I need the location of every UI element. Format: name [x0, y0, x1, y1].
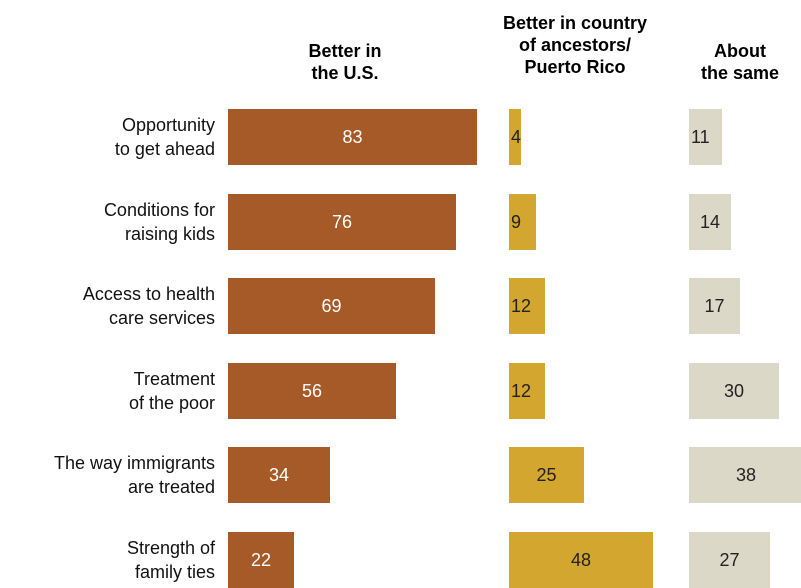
row-label: Conditions for raising kids — [103, 200, 215, 244]
bar-value-ancestral: 12 — [511, 296, 532, 316]
bar-same — [689, 278, 740, 334]
bar-ancestral — [509, 278, 545, 334]
bar-value-ancestral: 12 — [511, 381, 532, 401]
row-label: Treatment of the poor — [128, 369, 215, 413]
bar-same — [689, 447, 801, 503]
bar-value-us: 76 — [331, 212, 353, 232]
bar-value-same: 11 — [691, 127, 710, 147]
bar-value-ancestral: 48 — [570, 550, 592, 570]
bar-ancestral — [509, 447, 584, 503]
bar-value-same: 38 — [735, 465, 757, 485]
bar-value-ancestral: 25 — [536, 465, 557, 485]
bar-value-ancestral: 9 — [511, 212, 522, 232]
header-about-the-same: About the same — [700, 41, 780, 83]
bar-us — [228, 278, 435, 334]
row-label: Opportunity to get ahead — [114, 115, 215, 159]
bar-value-same: 30 — [723, 381, 745, 401]
bar-value-us: 69 — [321, 296, 342, 316]
bar-ancestral — [509, 194, 536, 250]
bar-value-same: 27 — [719, 550, 740, 570]
bar-value-same: 14 — [699, 212, 721, 232]
bar-value-same: 17 — [704, 296, 725, 316]
header-better-in-ancestral-country: Better in country of ancestors/ Puerto R… — [502, 13, 648, 77]
row-label: The way immigrants are treated — [53, 453, 215, 497]
bar-same — [689, 194, 731, 250]
bar-same — [689, 363, 779, 419]
row-label: Access to health care services — [82, 284, 215, 328]
bar-same — [689, 532, 770, 588]
header-better-in-us: Better in the U.S. — [308, 41, 382, 83]
bar-ancestral — [509, 109, 521, 165]
bar-us — [228, 109, 477, 165]
bar-value-us: 83 — [342, 127, 363, 147]
bar-value-us: 22 — [250, 550, 272, 570]
bar-ancestral — [509, 532, 653, 588]
bar-us — [228, 532, 294, 588]
bar-us — [228, 447, 330, 503]
bar-value-ancestral: 4 — [511, 127, 522, 147]
bar-us — [228, 363, 396, 419]
row-label: Strength of family ties — [126, 538, 215, 582]
bar-value-us: 56 — [301, 381, 323, 401]
bar-ancestral — [509, 363, 545, 419]
bar-us — [228, 194, 456, 250]
bar-same — [689, 109, 722, 165]
bar-value-us: 34 — [268, 465, 290, 485]
